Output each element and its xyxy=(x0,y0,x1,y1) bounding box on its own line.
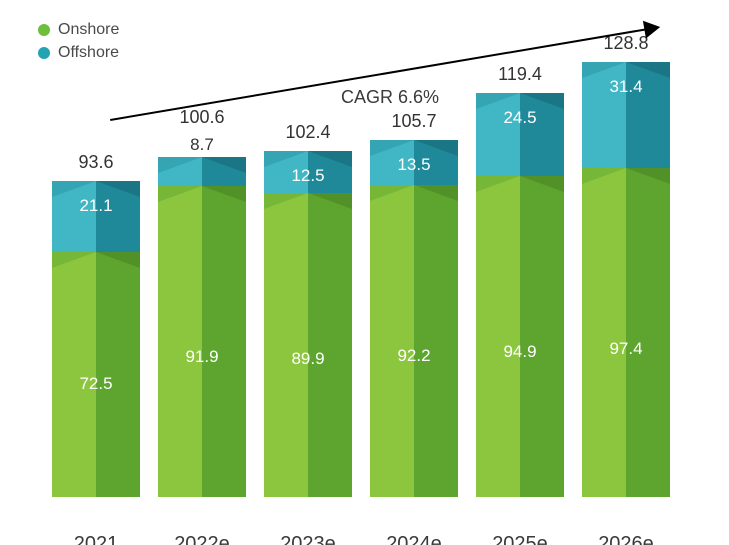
x-axis-label: 2026e xyxy=(598,533,654,545)
bar-segment-onshore xyxy=(476,176,564,497)
bar-cap xyxy=(264,151,352,167)
bar-cap xyxy=(370,140,458,156)
legend-item: Offshore xyxy=(38,43,119,64)
segment-value-label: 72.5 xyxy=(52,374,140,394)
cagr-label: CAGR 6.6% xyxy=(341,87,439,108)
x-axis-label: 2023e xyxy=(280,533,336,545)
legend-label: Offshore xyxy=(58,43,119,64)
bar-total-label: 119.4 xyxy=(476,64,564,85)
x-axis-label: 2021 xyxy=(74,533,119,545)
bar-cap xyxy=(264,193,352,209)
bar-segment-onshore xyxy=(370,185,458,497)
bar-total-label: 102.4 xyxy=(264,122,352,143)
stacked-bar-chart: OnshoreOffshore 2021 2022e 2023e 2024e 2025e 2… xyxy=(0,0,729,545)
legend-dot-icon xyxy=(38,24,50,36)
segment-value-label: 31.4 xyxy=(582,77,670,97)
x-axis-label: 2024e xyxy=(386,533,442,545)
bar-segment-onshore xyxy=(264,193,352,497)
segment-value-label: 97.4 xyxy=(582,339,670,359)
bar-total-label: 105.7 xyxy=(370,111,458,132)
legend-item: Onshore xyxy=(38,20,119,41)
segment-value-label: 89.9 xyxy=(264,349,352,369)
segment-value-label: 92.2 xyxy=(370,346,458,366)
bar-segment-onshore xyxy=(582,168,670,497)
bar-cap xyxy=(582,168,670,184)
bar-total-label: 93.6 xyxy=(52,152,140,173)
legend-dot-icon xyxy=(38,47,50,59)
segment-value-label: 21.1 xyxy=(52,196,140,216)
legend-label: Onshore xyxy=(58,20,119,41)
bar-cap xyxy=(370,185,458,201)
bar-cap xyxy=(476,176,564,192)
arrow-head-icon xyxy=(643,18,662,38)
x-axis-label: 2022e xyxy=(174,533,230,545)
bar-cap xyxy=(52,181,140,197)
bar-cap xyxy=(158,186,246,202)
segment-value-label: 94.9 xyxy=(476,342,564,362)
bar-cap xyxy=(158,157,246,173)
segment-value-label: 13.5 xyxy=(370,155,458,175)
bar-cap xyxy=(582,62,670,78)
x-axis-label: 2025e xyxy=(492,533,548,545)
segment-value-label: 12.5 xyxy=(264,166,352,186)
bar-cap xyxy=(52,252,140,268)
segment-value-label: 24.5 xyxy=(476,108,564,128)
bar-cap xyxy=(476,93,564,109)
segment-value-label: 91.9 xyxy=(158,347,246,367)
legend: OnshoreOffshore xyxy=(38,20,119,66)
bar-segment-onshore xyxy=(158,186,246,497)
segment-value-label: 8.7 xyxy=(158,135,246,155)
